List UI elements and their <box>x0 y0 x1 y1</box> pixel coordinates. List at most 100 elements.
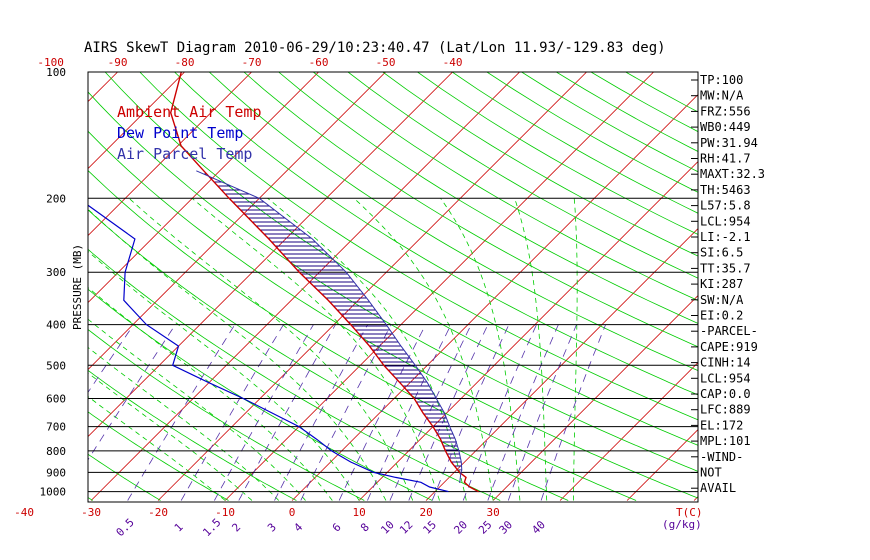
top-temp-tick-label: -40 <box>443 56 463 69</box>
sounding-profiles <box>88 72 479 493</box>
moist-adiabat-line <box>573 198 578 501</box>
pressure-tick-label: 600 <box>46 393 66 406</box>
mixing-ratio-line <box>214 324 314 501</box>
stats-item: TT:35.7 <box>700 261 751 275</box>
temp-axis-unit: T(C) <box>676 506 703 519</box>
top-temp-tick-label: -90 <box>108 56 128 69</box>
stats-item: FRZ:556 <box>700 104 751 118</box>
top-temp-tick-label: -70 <box>242 56 262 69</box>
mixing-ratio-line <box>408 324 489 501</box>
mixing-ratio-line <box>462 324 537 501</box>
dry-adiabat-line <box>88 169 637 501</box>
pressure-tick-label: 300 <box>46 266 66 279</box>
dry-adiabat-line <box>208 72 698 372</box>
top-temp-tick-label: -60 <box>309 56 329 69</box>
stats-item: EI:0.2 <box>700 309 743 323</box>
stats-item: CINH:14 <box>700 356 751 370</box>
stats-item: WB0:449 <box>700 120 751 134</box>
isotherm-line <box>291 94 698 501</box>
moist-adiabat-line <box>88 346 279 501</box>
dry-adiabat-line <box>243 72 698 348</box>
bottom-temp-tick-label: 30 <box>486 506 499 519</box>
y-axis-label: PRESSURE (MB) <box>71 244 84 330</box>
moist-adiabat-line <box>88 396 226 501</box>
bottom-temp-tick-label: -30 <box>81 506 101 519</box>
mixing-ratio-unit: (g/kg) <box>662 518 702 531</box>
moist-adiabat-line <box>440 198 521 501</box>
mixing-ratio-tick-label: 2 <box>229 521 243 535</box>
dry-adiabat-line <box>347 72 698 279</box>
stats-item: NOT <box>700 466 722 480</box>
dry-adiabat-line <box>88 328 365 501</box>
dry-adiabat-line <box>88 209 569 501</box>
mixing-ratio-line <box>507 324 577 501</box>
pressure-tick-label: 100 <box>46 66 66 79</box>
isotherm-line <box>559 362 698 501</box>
stats-item: AVAIL <box>700 481 736 495</box>
stats-item: MAXT:32.3 <box>700 167 765 181</box>
isotherm-line <box>0 72 51 500</box>
mixing-ratio-line <box>274 324 368 501</box>
stats-item: TP:100 <box>700 73 743 87</box>
mixing-ratio-line <box>367 324 452 501</box>
isotherm-line <box>88 72 118 103</box>
mixing-ratio-tick-label: 12 <box>397 518 416 537</box>
moist-adiabat-line <box>88 318 306 501</box>
mixing-ratio-line <box>88 324 176 461</box>
dry-adiabat-line <box>382 72 698 257</box>
dry-adiabat-line <box>313 72 698 302</box>
top-temp-tick-label: -80 <box>175 56 195 69</box>
stats-item: -WIND- <box>700 450 743 464</box>
dry-adiabat-line <box>88 411 229 501</box>
stats-item: LFC:889 <box>700 403 751 417</box>
stats-item: LI:-2.1 <box>700 230 751 244</box>
bottom-temp-tick-label: 20 <box>419 506 432 519</box>
isotherm-line <box>88 72 319 304</box>
mixing-ratio-tick-label: 1 <box>172 521 186 535</box>
bottom-temp-tick-label: 10 <box>352 506 365 519</box>
isotherm-line <box>88 72 185 170</box>
top-temp-tick-label: -50 <box>376 56 396 69</box>
series-parcel-line <box>196 170 463 484</box>
moist-adiabat-line <box>88 250 360 501</box>
plot-frame <box>87 71 699 503</box>
dry-adiabat-line <box>88 248 501 501</box>
pressure-tick-label: 200 <box>46 192 66 205</box>
legend-ambient: Ambient Air Temp <box>117 103 262 121</box>
mixing-ratio-line <box>88 324 134 394</box>
dry-adiabat-line <box>139 72 698 421</box>
bottom-temp-tick-label: -20 <box>148 506 168 519</box>
mixing-ratio-tick-label: 40 <box>529 518 548 537</box>
legend: Ambient Air Temp Dew Point Temp Air Parc… <box>117 103 262 163</box>
pressure-tick-label: 800 <box>46 445 66 458</box>
dry-adiabat-line <box>278 72 698 324</box>
stats-item: RH:41.7 <box>700 152 751 166</box>
dry-adiabat-line <box>88 288 433 501</box>
mixing-ratio-line <box>431 324 510 501</box>
moist-adiabat-line <box>191 197 440 501</box>
dry-adiabat-line <box>0 72 25 501</box>
mixing-ratio-line <box>540 324 606 501</box>
isotherm-line <box>358 161 698 501</box>
dry-adiabat-line <box>88 130 698 499</box>
series-dewpoint-line <box>88 204 449 493</box>
stats-item: L57:5.8 <box>700 199 751 213</box>
bottom-temp-tick-label: 0 <box>289 506 296 519</box>
isotherm-line <box>492 295 698 501</box>
stats-item: LCL:954 <box>700 214 751 228</box>
stats-item: SI:6.5 <box>700 246 743 260</box>
pressure-tick-label: 1000 <box>40 486 67 499</box>
isotherm-line <box>90 72 520 501</box>
moist-adiabat-line <box>267 197 467 501</box>
stats-item: CAP:0.0 <box>700 387 751 401</box>
mixing-ratio-line <box>127 324 236 501</box>
top-temp-tick-label: -100 <box>37 56 64 69</box>
mixing-ratio-tick-label: 1.5 <box>200 516 223 539</box>
stats-item: KI:287 <box>700 277 743 291</box>
mixing-ratio-tick-label: 3 <box>265 521 279 535</box>
mixing-ratio-tick-label: 10 <box>378 518 397 537</box>
isotherm-line <box>157 72 587 501</box>
mixing-ratio-line <box>389 324 472 501</box>
